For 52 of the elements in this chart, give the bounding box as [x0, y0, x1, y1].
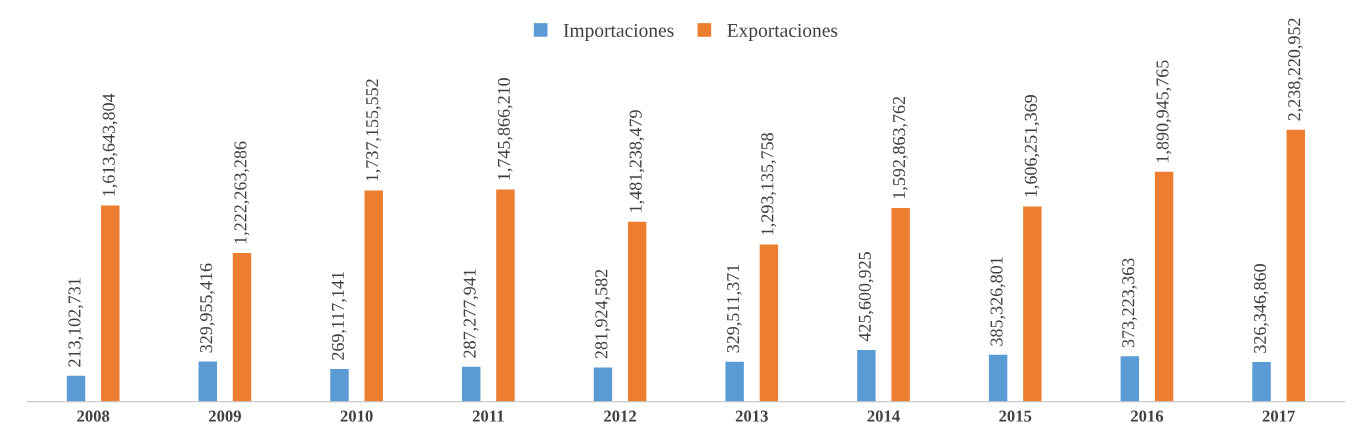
legend-label: Exportaciones	[727, 23, 838, 41]
data-label: 1,592,863,762	[892, 96, 908, 199]
bar	[759, 244, 779, 402]
bar	[857, 349, 876, 402]
x-tick-label: 2008	[77, 410, 110, 422]
bar	[1286, 129, 1306, 402]
x-tick-label: 2012	[604, 410, 636, 422]
data-label: 269,117,141	[331, 272, 347, 360]
data-label: 385,326,801	[990, 257, 1006, 346]
data-label: 425,600,925	[858, 252, 874, 342]
data-label: 1,293,135,758	[761, 133, 777, 235]
bar	[198, 361, 217, 402]
data-label: 287,277,941	[463, 269, 479, 358]
bar	[330, 368, 349, 402]
bar	[66, 375, 86, 402]
data-label: 329,955,416	[200, 263, 215, 353]
x-tick-label: 2015	[999, 410, 1032, 422]
x-tick-label: 2009	[208, 410, 241, 422]
data-label: 1,481,238,479	[629, 110, 645, 212]
bar	[496, 189, 515, 402]
data-label: 1,890,945,765	[1156, 60, 1172, 162]
data-label: 213,102,731	[68, 278, 84, 367]
legend-label: Importaciones	[563, 23, 674, 41]
data-label: 1,613,643,804	[102, 93, 118, 196]
bar	[1023, 206, 1042, 402]
bar	[1120, 356, 1140, 402]
x-tick-label: 2013	[735, 410, 768, 422]
bar	[364, 190, 383, 402]
x-tick-label: 2011	[472, 410, 504, 422]
x-tick-label: 2017	[1262, 410, 1295, 422]
x-tick-label: 2010	[340, 410, 373, 422]
data-label: 1,737,155,552	[366, 79, 381, 181]
data-label: 2,238,220,952	[1288, 18, 1303, 121]
bar	[627, 221, 647, 402]
data-label: 1,606,251,369	[1024, 95, 1040, 197]
data-label: 281,924,582	[595, 269, 611, 359]
bar	[593, 367, 613, 402]
bar	[1154, 171, 1174, 402]
x-tick-label: 2016	[1130, 410, 1164, 422]
data-label: 329,511,371	[727, 264, 742, 353]
data-label: 1,222,263,286	[234, 141, 250, 244]
bar	[891, 208, 910, 402]
bar	[461, 366, 481, 402]
bar	[1252, 362, 1271, 402]
data-label: 1,745,866,210	[497, 78, 513, 180]
bar	[232, 253, 252, 402]
bar	[101, 205, 120, 402]
bar	[725, 361, 744, 402]
x-tick-label: 2014	[867, 410, 900, 422]
data-label: 373,223,363	[1122, 258, 1137, 348]
bar	[988, 354, 1008, 402]
data-label: 326,346,860	[1253, 264, 1269, 353]
